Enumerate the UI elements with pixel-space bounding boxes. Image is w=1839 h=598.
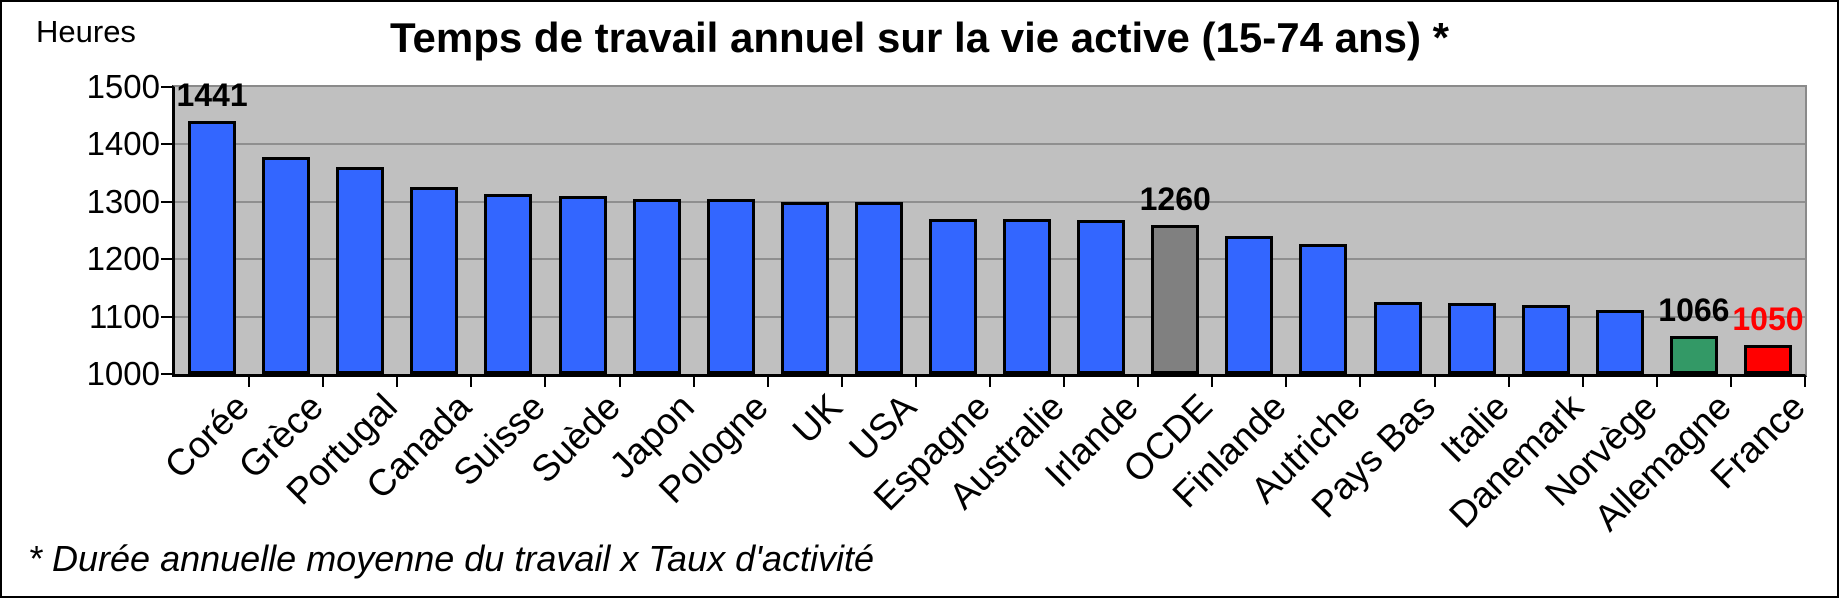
gridline (175, 200, 1805, 203)
plot-area: 1441 1260 1066 1050 (172, 79, 1807, 377)
x-tick-mark (692, 377, 695, 387)
x-tick-mark (1211, 377, 1214, 387)
bar-ocde (1151, 224, 1200, 374)
y-tick-label: 1000 (86, 355, 160, 392)
bar-norvege (1595, 309, 1644, 374)
x-tick-mark (618, 377, 621, 387)
bar-coree (188, 120, 237, 374)
bar-suede (558, 196, 607, 374)
bar-pologne (706, 198, 755, 374)
gridline (175, 258, 1805, 261)
y-tick-label: 1200 (86, 240, 160, 278)
bar-australie (1003, 219, 1052, 374)
bar-finlande (1225, 236, 1274, 374)
bar-italie (1447, 302, 1496, 374)
bar-irlande (1077, 220, 1126, 374)
footnote: * Durée annuelle moyenne du travail x Ta… (28, 538, 875, 579)
y-tick-label: 1100 (89, 297, 160, 335)
x-tick-mark (248, 377, 251, 387)
value-label-allemagne: 1066 (1658, 292, 1730, 329)
bar-grece (262, 157, 311, 374)
x-tick-mark (1285, 377, 1288, 387)
value-label-ocde: 1260 (1139, 180, 1211, 217)
y-tick-label: 1500 (86, 68, 160, 105)
bar-canada (410, 186, 459, 374)
x-tick-mark (1581, 377, 1584, 387)
x-tick-mark (544, 377, 547, 387)
x-tick-mark (1137, 377, 1140, 387)
y-tick-mark (161, 258, 173, 261)
bar-danemark (1521, 305, 1570, 374)
y-tick-mark (161, 373, 173, 375)
x-tick-mark (766, 377, 769, 387)
x-tick-mark (1804, 377, 1806, 387)
y-tick-mark (161, 86, 173, 88)
bar-france (1743, 345, 1792, 374)
y-tick-mark (161, 315, 173, 318)
bar-autriche (1299, 244, 1348, 374)
gridline (175, 143, 1805, 146)
x-tick-mark (1063, 377, 1066, 387)
y-axis-unit-label: Heures (36, 14, 136, 49)
x-tick-mark (1655, 377, 1658, 387)
bar-pays-bas (1373, 301, 1422, 374)
x-tick-mark (840, 377, 843, 387)
value-label-france: 1050 (1732, 301, 1804, 338)
value-label-coree: 1441 (176, 76, 248, 113)
x-tick-mark (1433, 377, 1436, 387)
chart-title: Temps de travail annuel sur la vie activ… (389, 14, 1450, 61)
bar-portugal (336, 167, 385, 374)
bar-usa (854, 201, 903, 374)
x-tick-mark (1359, 377, 1362, 387)
x-tick-mark (989, 377, 991, 387)
x-tick-mark (322, 377, 325, 387)
bar-espagne (928, 219, 977, 374)
gridline (175, 315, 1805, 318)
y-tick-label: 1400 (86, 125, 160, 163)
bar-allemagne (1669, 336, 1718, 374)
x-tick-mark (1507, 377, 1510, 387)
y-tick-mark (161, 200, 173, 203)
x-tick-mark (1729, 377, 1732, 387)
bar-japon (632, 198, 681, 374)
y-tick-mark (161, 143, 173, 146)
x-tick-mark (396, 377, 399, 387)
y-tick-label: 1300 (86, 182, 160, 220)
x-tick-mark (914, 377, 917, 387)
bar-suisse (484, 194, 533, 374)
bar-uk (780, 201, 829, 374)
x-tick-mark (470, 377, 473, 387)
